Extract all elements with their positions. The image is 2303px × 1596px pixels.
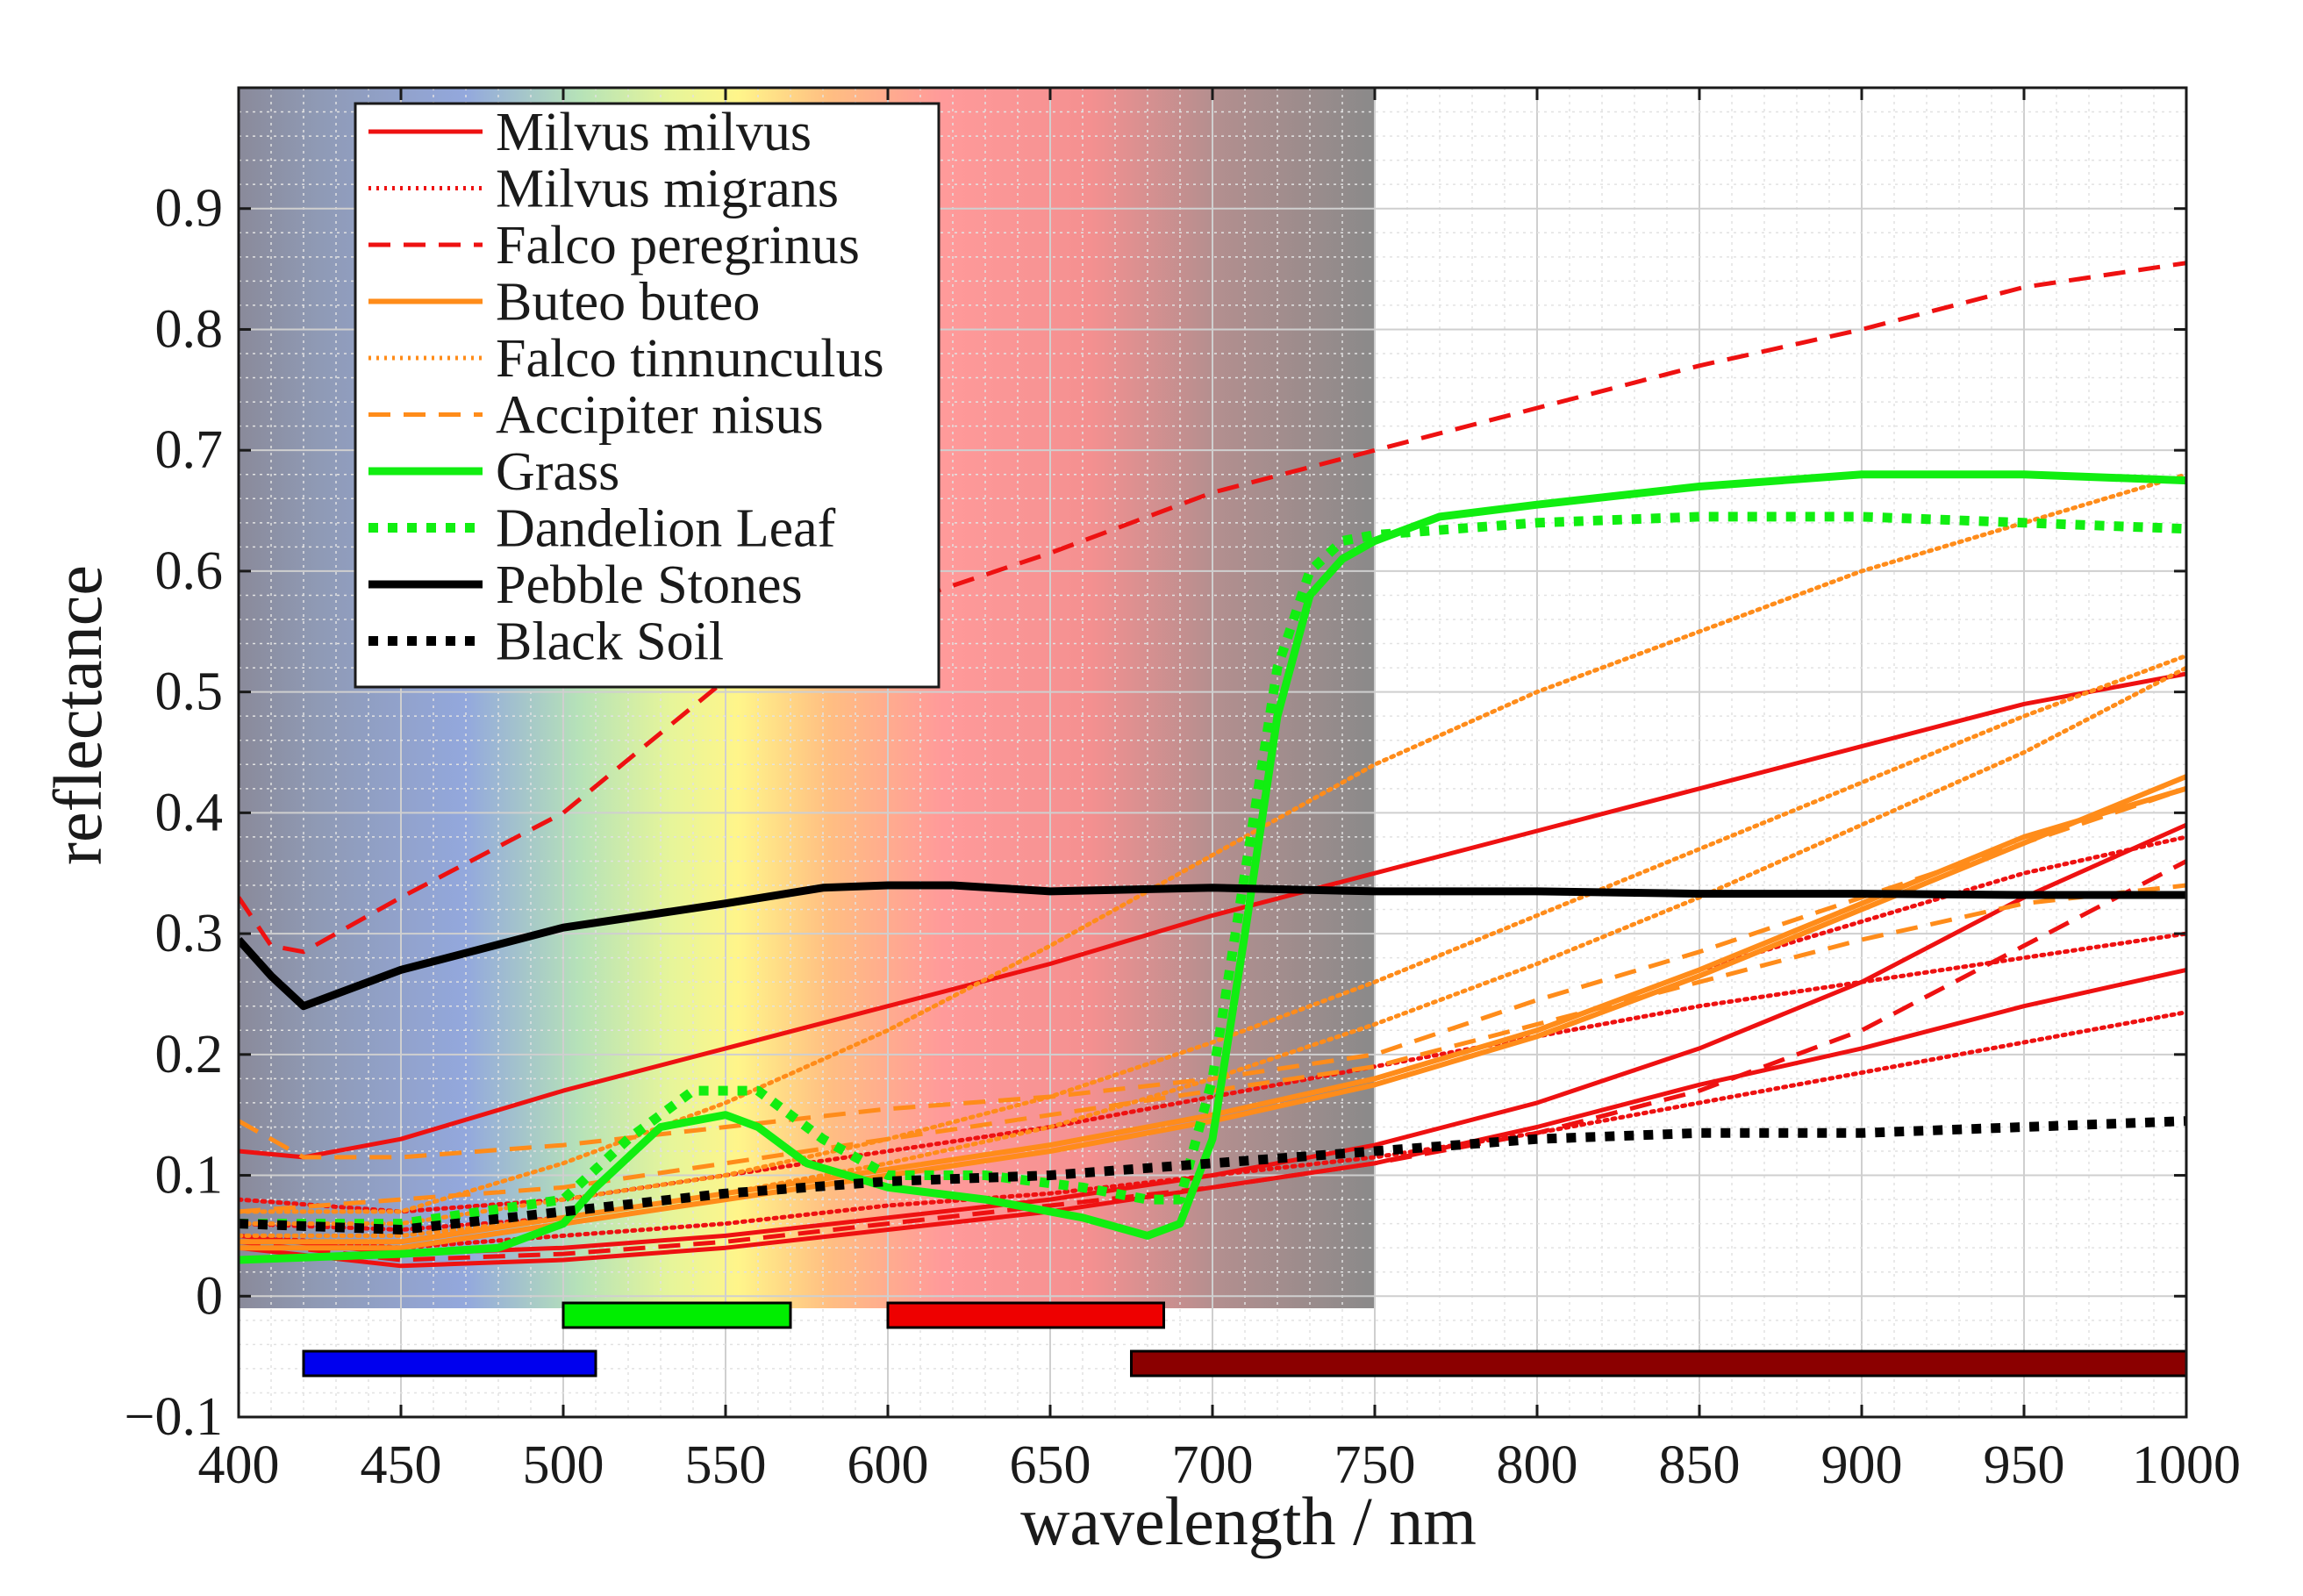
- series-line: [239, 1116, 2186, 1235]
- series-line: [239, 1010, 2186, 1250]
- x-tick-label: 600: [848, 1435, 929, 1495]
- y-tick-label: 0.4: [155, 783, 224, 842]
- legend-box: [354, 102, 941, 689]
- y-tick-label: 0.1: [155, 1146, 224, 1206]
- x-tick-label: 500: [523, 1435, 604, 1495]
- legend-label: Buteo buteo: [496, 273, 760, 333]
- series-line: [239, 653, 2186, 1227]
- x-tick-label: 650: [1010, 1435, 1091, 1495]
- axis-ticks: 400 450 500 550 600 650 700 750 800 850 900 950 1000…: [125, 88, 2241, 1495]
- y-tick-label: 0.9: [155, 179, 224, 239]
- x-tick-label: 450: [361, 1435, 442, 1495]
- legend-label: Grass: [496, 442, 619, 502]
- y-tick-label: 0.5: [155, 662, 224, 722]
- x-tick-label: 1000: [2132, 1435, 2241, 1495]
- data-series: [239, 261, 2186, 1269]
- band-bar: [886, 1301, 1165, 1329]
- y-tick-label: 0.6: [155, 541, 224, 601]
- x-tick-label: 550: [685, 1435, 767, 1495]
- x-tick-label: 900: [1821, 1435, 1903, 1495]
- series-line: [239, 883, 2186, 1214]
- x-tick-label: 750: [1334, 1435, 1416, 1495]
- legend-label: Black Soil: [496, 612, 724, 672]
- legend-label: Milvus migrans: [496, 160, 839, 219]
- x-tick-label: 850: [1659, 1435, 1741, 1495]
- series-line: [239, 512, 2186, 1229]
- x-axis-title: wavelength / nm: [1020, 1483, 1477, 1559]
- legend-label: Milvus milvus: [496, 103, 812, 162]
- y-tick-label: 0.8: [155, 299, 224, 359]
- y-tick-label: −0.1: [125, 1387, 223, 1447]
- series-line: [239, 967, 2186, 1269]
- band-bar: [1130, 1349, 2188, 1378]
- legend-label: Dandelion Leaf: [496, 499, 836, 559]
- y-tick-label: 0.7: [155, 420, 224, 480]
- series-line: [239, 859, 2186, 1263]
- series-line: [239, 470, 2186, 1264]
- y-tick-label: 0: [196, 1266, 223, 1326]
- band-bar: [561, 1301, 792, 1329]
- series-line: [239, 786, 2186, 1160]
- x-tick-label: 400: [198, 1435, 280, 1495]
- legend-label: Falco tinnunculus: [496, 329, 884, 389]
- series-line: [239, 472, 2186, 1214]
- series-line: [239, 671, 2186, 1160]
- series-line: [239, 261, 2186, 955]
- x-tick-label: 700: [1172, 1435, 1254, 1495]
- band-bar: [302, 1349, 597, 1378]
- legend-label: Accipiter nisus: [496, 386, 824, 446]
- y-tick-label: 0.3: [155, 904, 224, 963]
- legend-label: Falco peregrinus: [496, 216, 860, 276]
- legend-label: Pebble Stones: [496, 555, 803, 615]
- series-line: [239, 881, 2186, 1011]
- y-tick-label: 0.2: [155, 1025, 224, 1084]
- x-tick-label: 950: [1984, 1435, 2065, 1495]
- x-tick-label: 800: [1497, 1435, 1578, 1495]
- band-bars: [302, 1301, 2188, 1378]
- y-axis-title: reflectance: [39, 565, 116, 865]
